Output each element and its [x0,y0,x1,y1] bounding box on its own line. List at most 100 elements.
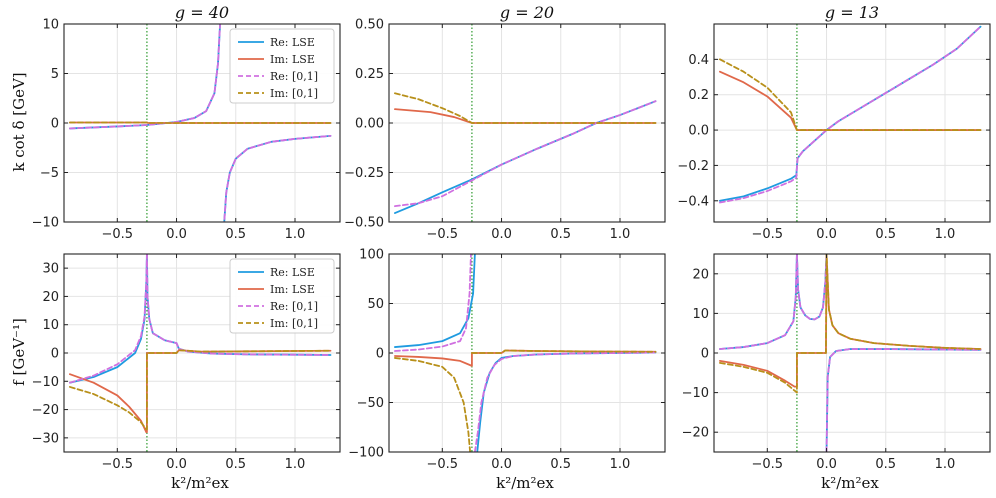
series-line-re-0-1- [146,254,332,356]
y-tick-label: −100 [348,446,384,461]
x-tick-label: 0.0 [491,457,512,472]
legend-label: Im: LSE [270,283,315,296]
y-tick-label: 20 [42,290,59,305]
y-tick-label: −0.4 [677,194,709,209]
x-tick-label: −0.5 [427,457,459,472]
series-line-im-lse [719,254,982,388]
series-group [394,92,657,214]
series-line-re-0-1- [394,254,472,352]
x-tick-label: 0.0 [816,457,837,472]
x-tick-label: −0.5 [427,227,459,242]
y-tick-label: −10 [32,216,59,231]
x-tick-label: −0.5 [102,227,134,242]
y-tick-label: 100 [359,248,384,263]
series-line-re-lse [69,254,148,384]
legend-label: Im: [0,1] [270,87,318,100]
xlabel-col0: k²/m²ex [171,474,229,492]
x-tick-label: −0.5 [752,457,784,472]
y-tick-label: −50 [357,396,384,411]
y-tick-label: 30 [42,262,59,277]
y-tick-label: 0 [51,347,59,362]
series-line-re-lse [394,100,657,214]
series-line-re-0-1- [719,25,982,204]
x-tick-label: 0.5 [875,227,896,242]
panel-0-0: −0.5 0.0 0.5 1.0 −10 −5 0 5 10 g = 40 Re: LSE Im: L… [32,3,341,242]
series-group [719,25,982,204]
panel-title: g = 40 [175,3,229,22]
x-tick-label: 0.0 [166,457,187,472]
series-line-re-lse [223,134,332,222]
y-tick-label: −10 [32,375,59,390]
y-tick-label: 0 [701,347,709,362]
x-tick-label: 0.0 [816,227,837,242]
ylabel-row1: f [GeV⁻¹] [10,318,28,386]
x-tick-label: 1.0 [285,457,306,472]
xlabel-col1: k²/m²ex [496,474,554,492]
y-tick-label: −20 [32,403,59,418]
series-line-im-0-1- [719,58,982,131]
series-line-im-0-1- [69,121,332,124]
series-line-re-0-1- [394,100,657,208]
panel-title: g = 20 [500,3,554,22]
series-line-re-0-1- [223,134,332,222]
legend-label: Im: [0,1] [270,317,318,330]
x-tick-label: 0.0 [491,227,512,242]
legend-label: Im: LSE [270,53,315,66]
legend: Re: LSE Im: LSE Re: [0,1] Im: [0,1] [229,28,335,104]
legend-box [229,258,335,334]
x-tick-label: 0.5 [225,227,246,242]
x-tick-label: 0.0 [166,227,187,242]
x-tick-label: 0.5 [550,227,571,242]
panel-0-2: −0.5 0.0 0.5 1.0 −0.4 −0.2 0.0 0.2 0.4 g = 13 [677,3,991,242]
legend-label: Re: LSE [270,266,315,279]
x-tick-label: 0.5 [550,457,571,472]
series-line-re-0-1- [719,254,798,350]
series-line-im-lse [69,349,332,434]
y-tick-label: 0 [51,117,59,132]
y-tick-label: 0.2 [688,88,709,103]
panel-1-1: −0.5 0.0 0.5 1.0 −100 −50 0 50 100 [348,248,666,472]
ylabel-row0: k cot δ [GeV] [10,72,28,171]
y-tick-label: 20 [692,267,709,282]
series-group [69,254,332,434]
series-line-re-0-1- [69,254,148,384]
y-tick-label: 50 [367,297,384,312]
y-tick-label: −0.25 [344,166,384,181]
x-tick-label: −0.5 [102,457,134,472]
series-line-im-0-1- [394,357,472,452]
series-line-re-0-1- [825,348,982,452]
y-tick-label: 10 [692,307,709,322]
x-tick-label: 0.5 [875,457,896,472]
y-tick-label: 10 [42,318,59,333]
y-tick-label: 0.4 [688,53,709,68]
series-group [719,254,982,452]
legend: Re: LSE Im: LSE Re: [0,1] Im: [0,1] [229,258,335,334]
x-tick-label: 1.0 [285,227,306,242]
panel-0-1: −0.5 0.0 0.5 1.0 −0.50 −0.25 0.00 0.25 0.50 g = 2… [344,3,666,242]
y-tick-label: 0.00 [355,117,384,132]
y-tick-label: −20 [682,426,709,441]
x-tick-label: 0.5 [225,457,246,472]
series-group [69,24,332,222]
series-line-re-0-1- [69,24,221,130]
y-tick-label: −5 [40,166,59,181]
y-tick-label: 0.25 [355,67,384,82]
plot-frame [713,23,991,223]
y-tick-label: −0.50 [344,216,384,231]
y-tick-label: −0.2 [677,159,709,174]
panel-1-2: −0.5 0.0 0.5 1.0 −20 −10 0 10 20 [682,253,991,472]
legend-label: Re: [0,1] [270,300,318,313]
series-line-re-0-1- [473,351,657,452]
series-line-im-0-1- [719,254,982,394]
y-tick-label: −30 [32,431,59,446]
x-tick-label: 1.0 [610,457,631,472]
series-line-re-0-1- [796,254,828,321]
y-tick-label: 0.0 [688,124,709,139]
series-line-im-0-1- [471,349,657,354]
y-tick-label: 0.50 [355,18,384,33]
y-tick-label: −10 [682,386,709,401]
x-tick-label: 1.0 [935,227,956,242]
legend-label: Re: LSE [270,36,315,49]
panel-1-0: −0.5 0.0 0.5 1.0 −30 −20 −10 0 10 20 30 Re: LSE Im: … [32,253,341,472]
